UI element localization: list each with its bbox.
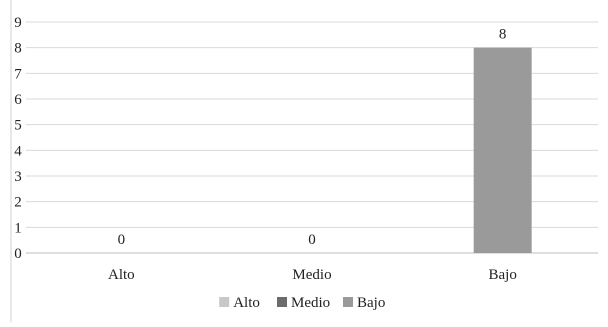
y-tick-label: 7: [14, 66, 22, 82]
y-tick-label: 8: [14, 41, 22, 57]
legend-swatch-alto: [219, 297, 230, 307]
y-tick-label: 5: [14, 118, 22, 134]
legend-label-alto: Alto: [233, 295, 260, 311]
x-tick-label-medio: Medio: [292, 267, 331, 283]
y-tick-label: 0: [14, 246, 22, 262]
data-label-medio: 0: [308, 232, 316, 248]
legend-label-medio: Medio: [291, 295, 330, 311]
y-tick-label: 3: [14, 169, 22, 185]
data-labels: 0 0 8: [118, 27, 507, 248]
y-tick-label: 6: [14, 92, 22, 108]
legend-label-bajo: Bajo: [357, 295, 385, 311]
x-tick-label-bajo: Bajo: [488, 267, 516, 283]
y-tick-label: 2: [14, 195, 22, 211]
y-tick-label: 4: [14, 143, 22, 159]
x-tick-label-alto: Alto: [108, 267, 135, 283]
legend: Alto Medio Bajo: [219, 295, 385, 311]
legend-swatch-medio: [277, 297, 287, 307]
bar-bajo: [473, 47, 532, 253]
bars: [473, 47, 532, 253]
x-axis-ticks: Alto Medio Bajo: [108, 267, 517, 283]
data-label-alto: 0: [118, 232, 126, 248]
y-axis-ticks: 0 1 2 3 4 5 6 7 8 9: [14, 15, 22, 262]
data-label-bajo: 8: [499, 27, 507, 43]
y-tick-label: 1: [14, 220, 22, 236]
y-tick-label: 9: [14, 15, 22, 31]
legend-swatch-bajo: [343, 297, 353, 307]
